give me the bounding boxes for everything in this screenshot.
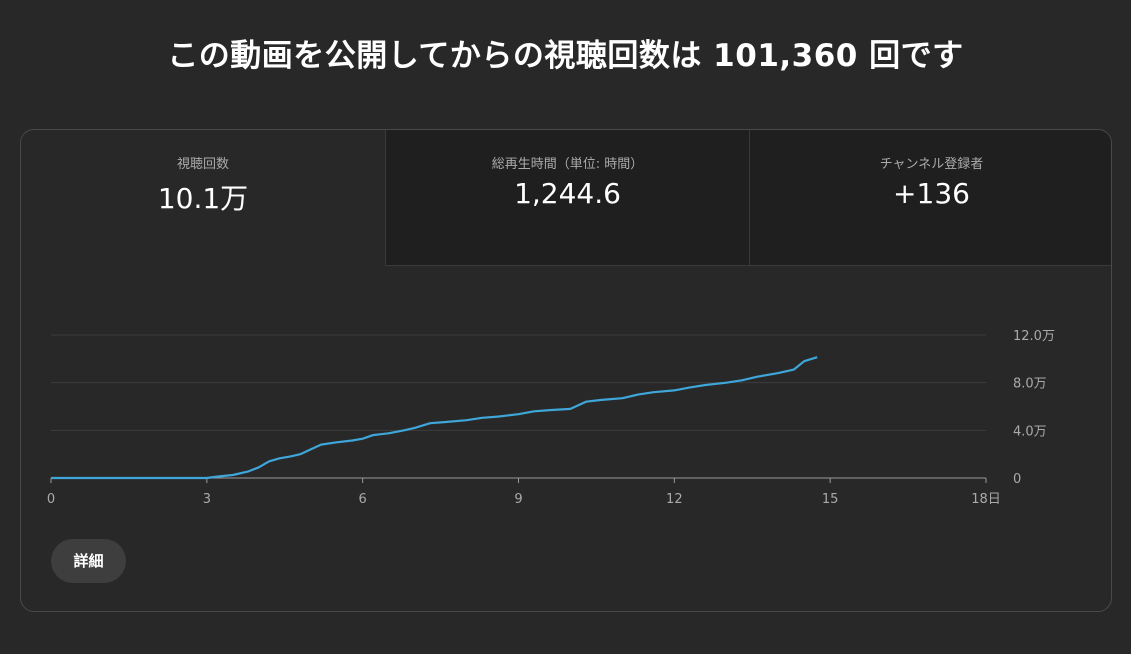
metric-tabs: 視聴回数 10.1万 総再生時間（単位: 時間） 1,244.6 チャンネル登録… — [21, 130, 1111, 266]
tab-watch-time-value: 1,244.6 — [514, 177, 621, 210]
tab-subscribers-label: チャンネル登録者 — [879, 157, 984, 172]
metrics-card: 視聴回数 10.1万 総再生時間（単位: 時間） 1,244.6 チャンネル登録… — [20, 129, 1112, 612]
x-tick-label: 12 — [666, 492, 683, 507]
y-tick-label: 0 — [1013, 472, 1021, 487]
x-tick-label: 3 — [203, 492, 211, 507]
tab-watch-time[interactable]: 総再生時間（単位: 時間） 1,244.6 — [385, 130, 749, 266]
page-title: この動画を公開してからの視聴回数は 101,360 回です — [167, 38, 964, 74]
views-series-line — [51, 356, 818, 480]
x-tick-label: 0 — [47, 492, 55, 507]
tab-watch-time-label: 総再生時間（単位: 時間） — [491, 157, 644, 172]
x-tick-label: 18日 — [971, 492, 1001, 507]
tab-views-value: 10.1万 — [157, 182, 249, 215]
x-tick-label: 9 — [514, 492, 522, 507]
x-tick-label: 6 — [359, 492, 367, 507]
tab-views[interactable]: 視聴回数 10.1万 — [21, 130, 385, 266]
tab-subscribers-value: +136 — [893, 177, 970, 210]
y-tick-label: 4.0万 — [1013, 424, 1047, 439]
x-tick-label: 15 — [822, 492, 839, 507]
views-chart: 0 4.0万 8.0万 12.0万 0 3 6 9 12 15 18日 — [21, 266, 1111, 526]
tab-subscribers[interactable]: チャンネル登録者 +136 — [749, 130, 1111, 266]
views-chart-svg: 0 4.0万 8.0万 12.0万 0 3 6 9 12 15 18日 — [47, 329, 1055, 507]
y-tick-label: 8.0万 — [1013, 377, 1047, 392]
y-tick-label: 12.0万 — [1013, 329, 1055, 344]
tab-views-label: 視聴回数 — [176, 157, 229, 172]
detail-button[interactable]: 詳細 — [51, 539, 126, 583]
